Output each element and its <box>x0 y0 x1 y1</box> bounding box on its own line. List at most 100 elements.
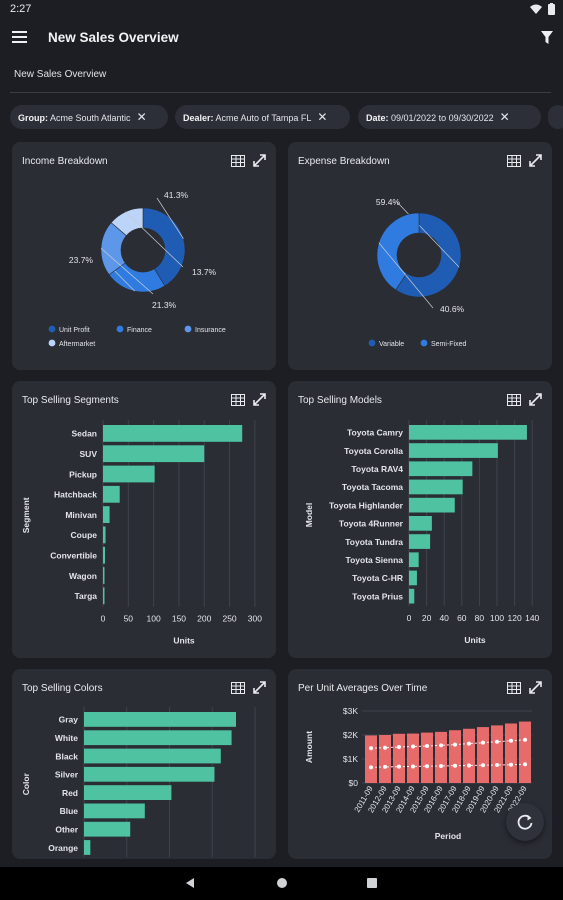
expense-donut-chart: 59.4% 40.6% Variable Semi-Fixed <box>368 197 467 348</box>
y-category-label: Toyota RAV4 <box>351 464 403 474</box>
y-tick-label: $2K <box>343 730 358 740</box>
table-icon[interactable] <box>507 154 521 172</box>
bar-toyota-camry <box>409 425 527 440</box>
x-tick-label: 40 <box>439 613 449 623</box>
series-point <box>495 763 499 767</box>
label-leader-line <box>156 197 184 239</box>
series-point <box>495 739 499 744</box>
bar-red <box>84 785 172 800</box>
refresh-button[interactable] <box>506 803 544 841</box>
expand-icon[interactable] <box>253 681 266 699</box>
close-icon[interactable]: ✕ <box>499 110 510 124</box>
y-axis-title: Amount <box>304 731 314 763</box>
x-tick-label: 100 <box>490 613 504 623</box>
filter-funnel-icon[interactable] <box>541 31 553 44</box>
expense-breakdown-card: Expense Breakdown 59.4% 40.6% Variable Semi… <box>288 142 552 370</box>
series-point <box>523 762 527 767</box>
bar-2021-09 <box>505 723 517 783</box>
series-point <box>369 746 373 751</box>
close-icon[interactable]: ✕ <box>136 110 147 124</box>
series-point <box>509 762 513 767</box>
series-point <box>467 741 471 746</box>
bar-2022-09 <box>519 721 531 783</box>
home-icon[interactable] <box>276 877 288 889</box>
y-category-label: Targa <box>74 591 97 601</box>
back-icon[interactable] <box>184 877 196 889</box>
bar-2020-09 <box>491 725 503 783</box>
series-point <box>481 740 485 745</box>
top-colors-card: Top Selling Colors Gray White Black Silver R… <box>12 669 276 859</box>
slice-percent-label: 40.6% <box>440 304 465 314</box>
expand-icon[interactable] <box>253 393 266 411</box>
top-models-card: Top Selling Models 0 20 40 60 80 100 120 140 Toy… <box>288 381 552 658</box>
bar-sedan <box>103 425 243 442</box>
table-icon[interactable] <box>231 393 245 411</box>
series-point <box>383 745 387 750</box>
filter-chip-dealer[interactable]: Dealer: Acme Auto of Tampa FL ✕ <box>175 105 350 129</box>
table-icon[interactable] <box>231 154 245 172</box>
legend-label: Aftermarket <box>59 341 95 348</box>
bar-2016-09 <box>435 731 447 783</box>
y-category-label: Hatchback <box>54 490 97 500</box>
close-icon[interactable]: ✕ <box>317 110 328 124</box>
series-point <box>453 763 457 768</box>
bar-toyota-tacoma <box>409 479 463 495</box>
header-divider <box>10 92 551 93</box>
table-icon[interactable] <box>507 681 521 699</box>
bar-2017-09 <box>449 730 461 783</box>
card-title: Top Selling Models <box>298 395 382 406</box>
table-icon[interactable] <box>507 393 521 411</box>
filter-chip-group[interactable]: Group: Acme South Atlantic ✕ <box>10 105 168 129</box>
label-leader-line <box>100 248 154 295</box>
y-category-label: Orange <box>48 843 78 853</box>
y-category-label: Black <box>55 751 78 761</box>
y-category-label: Red <box>62 788 78 798</box>
expand-icon[interactable] <box>253 154 266 172</box>
battery-icon <box>548 3 555 15</box>
status-time: 2:27 <box>10 3 32 15</box>
bar-orange <box>84 840 91 855</box>
expand-icon[interactable] <box>529 681 542 699</box>
y-category-label: Coupe <box>71 530 98 540</box>
x-axis-title: Period <box>435 831 461 841</box>
page-title: New Sales Overview <box>48 30 179 45</box>
slice-percent-label: 21.3% <box>152 300 177 310</box>
card-title: Per Unit Averages Over Time <box>298 683 428 694</box>
filter-chip-date[interactable]: Date: 09/01/2022 to 09/30/2022 ✕ <box>358 105 541 129</box>
expand-icon[interactable] <box>529 154 542 172</box>
series-point <box>523 737 527 742</box>
bar-pickup <box>103 465 155 483</box>
series-point <box>397 764 401 769</box>
hamburger-menu-icon[interactable] <box>12 31 27 45</box>
series-point <box>481 763 485 768</box>
y-tick-label: $3K <box>343 706 358 716</box>
bar-gray <box>84 712 236 727</box>
bar-toyota-corolla <box>409 443 498 458</box>
expand-icon[interactable] <box>529 393 542 411</box>
series-point <box>411 744 415 749</box>
legend-marker <box>116 325 124 333</box>
y-category-label: Minivan <box>65 510 97 520</box>
x-tick-label: 0 <box>101 614 106 624</box>
series-point <box>467 763 471 768</box>
y-category-label: Silver <box>55 770 79 780</box>
bar-coupe <box>103 526 106 544</box>
slice-percent-label: 59.4% <box>376 197 401 207</box>
slice-percent-label: 13.7% <box>192 267 217 277</box>
bar-2014-09 <box>407 733 419 783</box>
legend-marker <box>48 339 56 347</box>
bar-toyota-highlander <box>409 497 455 513</box>
income-donut-chart: 41.3% 23.7% 21.3% 13.7% Unit Profit Finance In… <box>48 190 226 348</box>
y-axis-title: Model <box>304 503 314 528</box>
y-category-label: Convertible <box>50 550 97 560</box>
recents-icon[interactable] <box>366 877 378 889</box>
legend-label: Insurance <box>195 327 226 334</box>
filter-chip-more[interactable] <box>548 105 563 129</box>
bar-toyota-c-hr <box>409 570 417 586</box>
slice-percent-label: 41.3% <box>164 190 189 200</box>
table-icon[interactable] <box>231 681 245 699</box>
y-category-label: Sedan <box>71 429 97 439</box>
bar-2015-09 <box>421 732 433 783</box>
x-tick-label: 100 <box>147 614 161 624</box>
bar-toyota-4runner <box>409 516 432 531</box>
